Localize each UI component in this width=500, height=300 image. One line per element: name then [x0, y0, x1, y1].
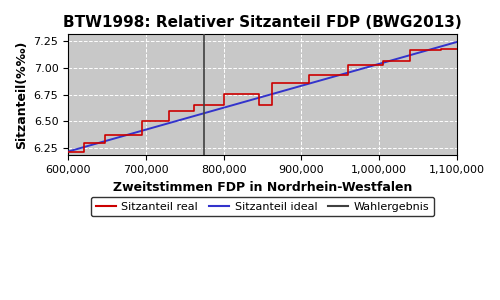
- Sitzanteil real: [220, 103, 226, 106]
- Sitzanteil real: [102, 141, 108, 145]
- Sitzanteil real: [380, 59, 386, 62]
- Sitzanteil real: [220, 92, 226, 96]
- Sitzanteil real: [345, 64, 351, 67]
- Sitzanteil real: [80, 150, 86, 153]
- Sitzanteil real: [256, 92, 262, 96]
- Title: BTW1998: Relativer Sitzanteil FDP (BWG2013): BTW1998: Relativer Sitzanteil FDP (BWG20…: [63, 15, 462, 30]
- Line: Sitzanteil real: Sitzanteil real: [68, 49, 457, 152]
- Sitzanteil real: [438, 48, 444, 52]
- Sitzanteil real: [269, 103, 275, 106]
- Y-axis label: Sitzanteil(%‰): Sitzanteil(%‰): [15, 40, 28, 149]
- Sitzanteil real: [454, 47, 460, 51]
- Sitzanteil real: [166, 109, 172, 112]
- Sitzanteil real: [306, 74, 312, 77]
- X-axis label: Zweitstimmen FDP in Nordrhein-Westfalen: Zweitstimmen FDP in Nordrhein-Westfalen: [113, 181, 412, 194]
- Sitzanteil real: [269, 81, 275, 85]
- Sitzanteil real: [408, 48, 414, 52]
- Sitzanteil real: [139, 119, 145, 123]
- Sitzanteil real: [380, 64, 386, 67]
- Sitzanteil real: [80, 141, 86, 145]
- Sitzanteil real: [139, 133, 145, 136]
- Sitzanteil real: [65, 150, 71, 153]
- Sitzanteil real: [408, 59, 414, 62]
- Sitzanteil real: [306, 81, 312, 85]
- Sitzanteil real: [191, 109, 197, 112]
- Sitzanteil real: [345, 74, 351, 77]
- Sitzanteil real: [166, 119, 172, 123]
- Sitzanteil real: [102, 133, 108, 136]
- Sitzanteil real: [191, 103, 197, 106]
- Sitzanteil real: [438, 47, 444, 51]
- Sitzanteil real: [256, 103, 262, 106]
- Legend: Sitzanteil real, Sitzanteil ideal, Wahlergebnis: Sitzanteil real, Sitzanteil ideal, Wahle…: [91, 197, 434, 216]
